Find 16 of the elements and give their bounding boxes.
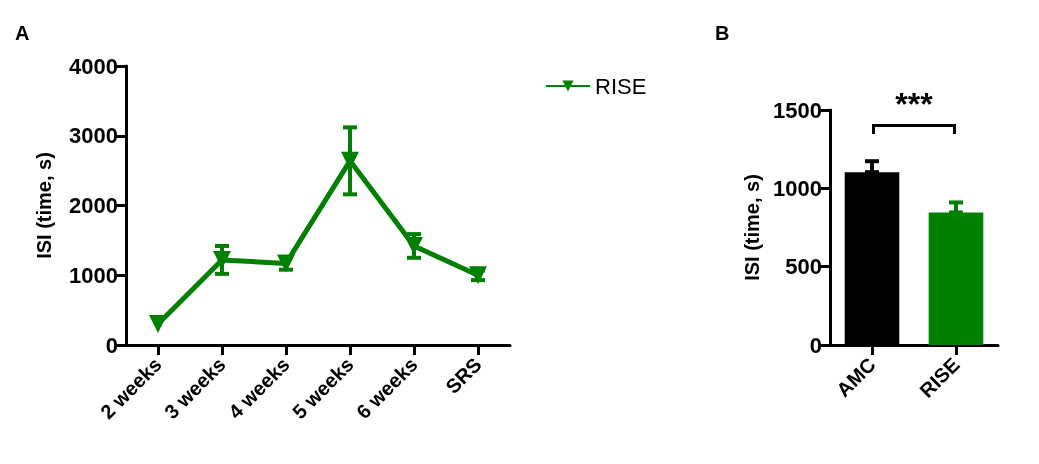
y-tick-label: 1000 — [773, 175, 822, 201]
y-tick-label: 1000 — [69, 262, 118, 288]
chart-title: A — [15, 22, 30, 44]
chart-title: B — [715, 22, 730, 44]
y-tick-label: 0 — [105, 332, 118, 358]
legend-label: RISE — [595, 73, 647, 99]
point — [149, 315, 167, 334]
y-tick-label: 0 — [809, 332, 822, 358]
annotation: *** — [894, 86, 934, 124]
y-tick-label: 1500 — [773, 97, 822, 123]
y-tick-label: 2000 — [69, 193, 118, 218]
y-tick-label: 500 — [785, 254, 822, 280]
y-tick-label: 4000 — [69, 53, 118, 79]
y-axis-title: ISI (time, s) — [741, 174, 764, 281]
y-axis-title: ISI (time, s) — [33, 152, 55, 259]
y-tick-label: 3000 — [69, 123, 118, 149]
